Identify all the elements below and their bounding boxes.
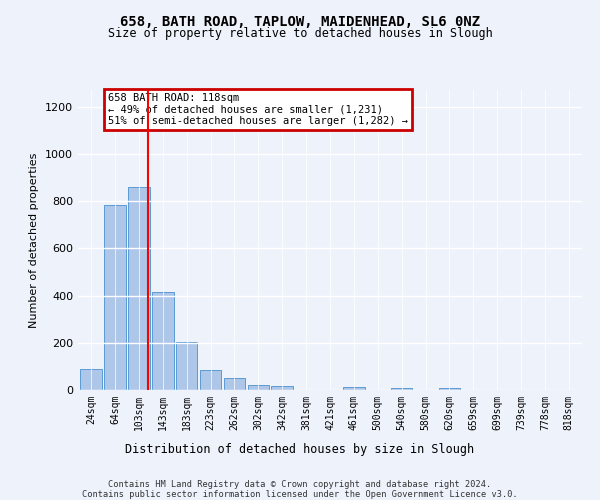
Bar — [439, 388, 460, 390]
Text: Distribution of detached houses by size in Slough: Distribution of detached houses by size … — [125, 442, 475, 456]
Text: 658, BATH ROAD, TAPLOW, MAIDENHEAD, SL6 0NZ: 658, BATH ROAD, TAPLOW, MAIDENHEAD, SL6 … — [120, 15, 480, 29]
Bar — [391, 388, 412, 390]
Bar — [80, 368, 102, 390]
Bar — [176, 342, 197, 390]
Bar — [248, 385, 269, 390]
Text: Contains HM Land Registry data © Crown copyright and database right 2024.
Contai: Contains HM Land Registry data © Crown c… — [82, 480, 518, 500]
Bar — [104, 204, 126, 390]
Bar — [152, 292, 173, 390]
Text: 658 BATH ROAD: 118sqm
← 49% of detached houses are smaller (1,231)
51% of semi-d: 658 BATH ROAD: 118sqm ← 49% of detached … — [108, 93, 408, 126]
Text: Size of property relative to detached houses in Slough: Size of property relative to detached ho… — [107, 28, 493, 40]
Bar — [224, 378, 245, 390]
Bar — [200, 370, 221, 390]
Bar — [343, 387, 365, 390]
Y-axis label: Number of detached properties: Number of detached properties — [29, 152, 40, 328]
Bar — [271, 386, 293, 390]
Bar — [128, 187, 149, 390]
